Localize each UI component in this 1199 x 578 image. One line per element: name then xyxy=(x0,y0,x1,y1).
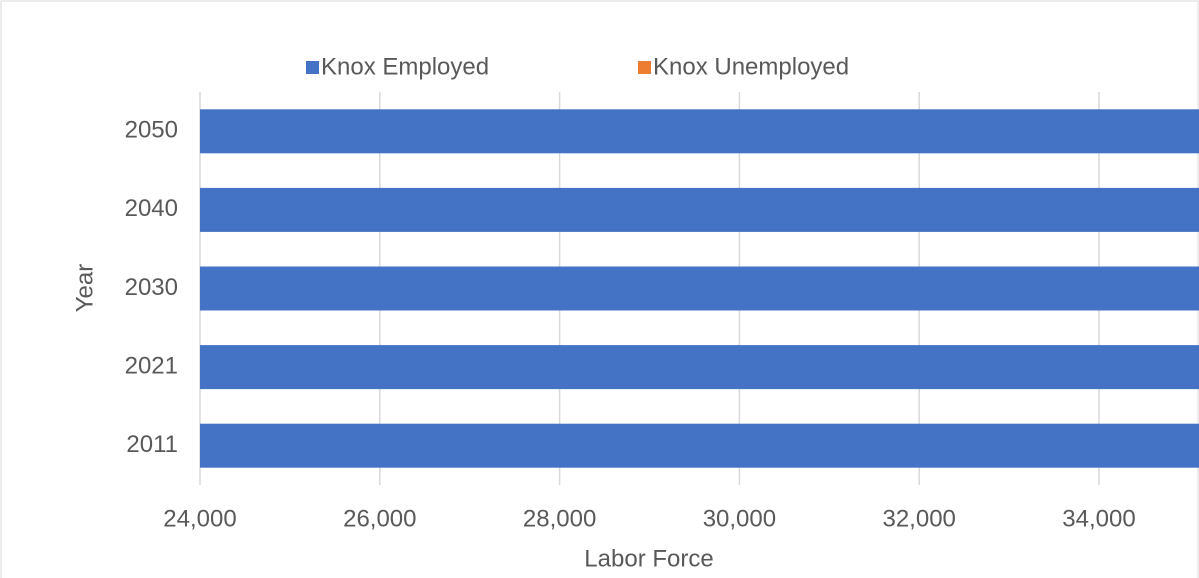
y-tick-label: 2040 xyxy=(125,195,178,222)
legend-swatch xyxy=(638,61,651,74)
x-tick-label: 34,000 xyxy=(1062,505,1135,532)
bar-segment xyxy=(200,109,1199,154)
y-tick-label: 2011 xyxy=(126,431,178,458)
x-tick-label: 32,000 xyxy=(882,505,955,532)
x-axis-title: Labor Force xyxy=(584,545,713,572)
y-tick-label: 2030 xyxy=(125,274,178,301)
bar-segment xyxy=(200,187,1199,232)
y-axis-title: Year xyxy=(71,264,98,313)
bar-segment xyxy=(200,345,1199,390)
y-tick-label: 2050 xyxy=(125,117,178,144)
bar-segment xyxy=(200,266,1199,311)
bar-segment xyxy=(200,423,1199,468)
x-tick-label: 28,000 xyxy=(523,505,596,532)
y-tick-label: 2021 xyxy=(125,352,178,379)
x-tick-label: 30,000 xyxy=(703,505,776,532)
legend-swatch xyxy=(306,61,319,74)
legend-label: Knox Unemployed xyxy=(653,53,849,80)
x-tick-label: 24,000 xyxy=(163,505,236,532)
x-tick-label: 26,000 xyxy=(343,505,416,532)
legend-label: Knox Employed xyxy=(321,53,489,80)
